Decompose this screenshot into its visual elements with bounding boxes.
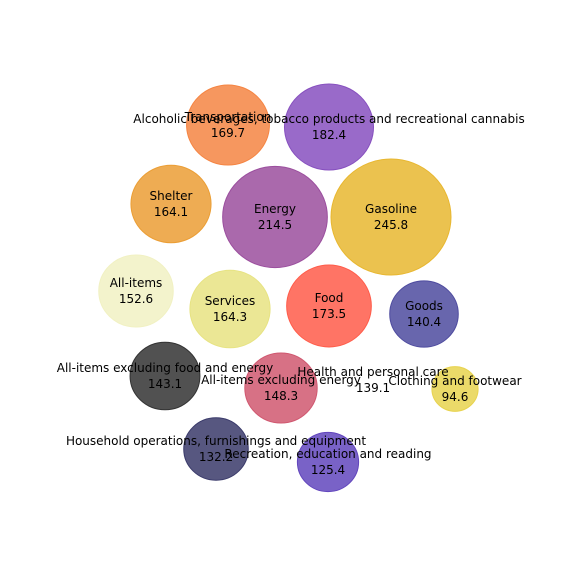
bubble-energy — [222, 165, 328, 269]
bubble-value-shelter: 164.1 — [154, 205, 188, 219]
bubble-label-services: Services — [205, 294, 256, 308]
bubble-value-clothing-and-footwear: 94.6 — [442, 390, 469, 404]
bubble-label-alcoholic-beverages-tobacco-products-and-recreational-cannabis: Alcoholic beverages, tobacco products an… — [133, 112, 524, 126]
bubble-transportation — [186, 84, 270, 166]
bubble-value-recreation-education-and-reading: 125.4 — [311, 463, 345, 477]
bubble-food — [286, 264, 372, 348]
bubble-label-recreation-education-and-reading: Recreation, education and reading — [224, 447, 431, 461]
bubble-value-gasoline: 245.8 — [374, 218, 408, 232]
bubble-label-clothing-and-footwear: Clothing and footwear — [388, 374, 521, 388]
bubble-value-all-items-excluding-energy: 148.3 — [264, 389, 298, 403]
bubble-value-services: 164.3 — [213, 310, 247, 324]
bubble-label-goods: Goods — [405, 299, 443, 313]
bubble-recreation-education-and-reading — [296, 431, 360, 493]
bubble-label-shelter: Shelter — [150, 189, 193, 203]
bubble-household-operations-furnishings-and-equipment — [183, 417, 249, 481]
bubble-value-food: 173.5 — [312, 307, 346, 321]
bubble-label-all-items: All-items — [110, 276, 163, 290]
bubble-label-gasoline: Gasoline — [365, 202, 417, 216]
bubble-value-household-operations-furnishings-and-equipment: 132.2 — [199, 450, 233, 464]
bubble-value-all-items: 152.6 — [119, 292, 153, 306]
bubble-value-goods: 140.4 — [407, 315, 441, 329]
bubbles-layer — [98, 83, 479, 493]
labels-layer: Gasoline 245.8 Energy 214.5 Alcoholic bevera… — [57, 110, 525, 477]
bubble-all-items-excluding-energy — [244, 352, 318, 424]
bubble-gasoline — [330, 158, 452, 276]
bubble-label-all-items-excluding-food-and-energy: All-items excluding food and energy — [57, 361, 274, 375]
bubble-services — [189, 269, 271, 349]
bubble-shelter — [130, 164, 212, 244]
bubble-clothing-and-footwear — [431, 366, 479, 412]
bubble-label-food: Food — [315, 291, 344, 305]
bubble-all-items — [98, 254, 174, 328]
bubble-all-items-excluding-food-and-energy — [129, 341, 201, 411]
bubble-value-energy: 214.5 — [258, 218, 292, 232]
bubble-label-household-operations-furnishings-and-equipment: Household operations, furnishings and eq… — [66, 434, 366, 448]
bubble-label-health-and-personal-care: Health and personal care — [297, 365, 448, 379]
bubble-value-all-items-excluding-food-and-energy: 143.1 — [148, 377, 182, 391]
bubble-alcoholic-beverages-tobacco-products-and-recreational-cannabis — [283, 83, 375, 171]
bubble-label-all-items-excluding-energy: All-items excluding energy — [201, 373, 361, 387]
bubble-value-health-and-personal-care: 139.1 — [356, 381, 390, 395]
bubble-label-energy: Energy — [254, 202, 296, 216]
bubble-value-alcoholic-beverages-tobacco-products-and-recreational-cannabis: 182.4 — [312, 128, 346, 142]
bubble-goods — [389, 280, 459, 348]
bubble-value-transportation: 169.7 — [211, 126, 245, 140]
bubble-label-transportation: Transportation — [184, 110, 272, 124]
